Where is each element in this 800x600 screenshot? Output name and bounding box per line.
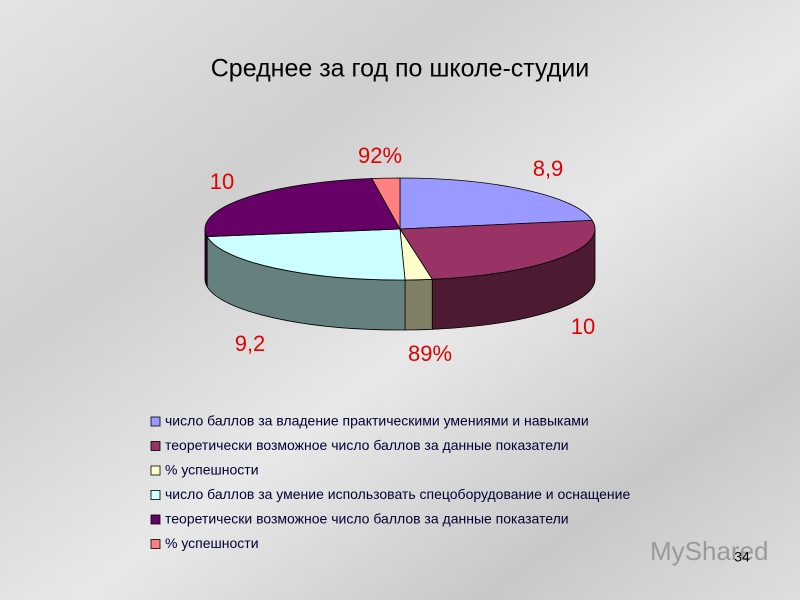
- legend-label: % успешности: [165, 462, 259, 478]
- legend-label: число баллов за умение использовать спец…: [165, 486, 630, 502]
- slice-side: [404, 278, 433, 331]
- legend-swatch: [150, 416, 161, 427]
- slice: [204, 178, 401, 237]
- pie: [204, 177, 596, 331]
- data-label: 8,9: [533, 156, 564, 181]
- slice-side: [204, 228, 208, 289]
- legend-label: теоретически возможное число баллов за д…: [165, 437, 569, 453]
- data-label: 10: [210, 169, 234, 194]
- page-number: 34: [734, 549, 750, 565]
- slice: [399, 219, 596, 280]
- data-label: 9,2: [235, 331, 266, 356]
- watermark: MyShared: [650, 536, 769, 566]
- legend-swatch: [150, 514, 161, 525]
- legend-label: число баллов за владение практическими у…: [165, 413, 589, 429]
- legend-swatch: [150, 490, 161, 500]
- legend-label: теоретически возможное число баллов за д…: [165, 511, 569, 527]
- legend-swatch: [150, 539, 161, 549]
- data-label: 10: [571, 314, 595, 339]
- data-labels: 8,9 10 89% 9,2 10 92%: [210, 143, 595, 366]
- slice: [399, 177, 593, 230]
- chart-title: Среднее за год по школе-студии: [211, 55, 589, 83]
- slice: [206, 228, 406, 281]
- legend: число баллов за владение практическими у…: [150, 413, 630, 551]
- legend-label: % успешности: [165, 535, 259, 551]
- legend-swatch: [150, 441, 161, 451]
- data-label: 89%: [408, 341, 452, 366]
- data-label: 92%: [358, 143, 402, 168]
- legend-swatch: [150, 465, 161, 476]
- slice: [371, 177, 401, 231]
